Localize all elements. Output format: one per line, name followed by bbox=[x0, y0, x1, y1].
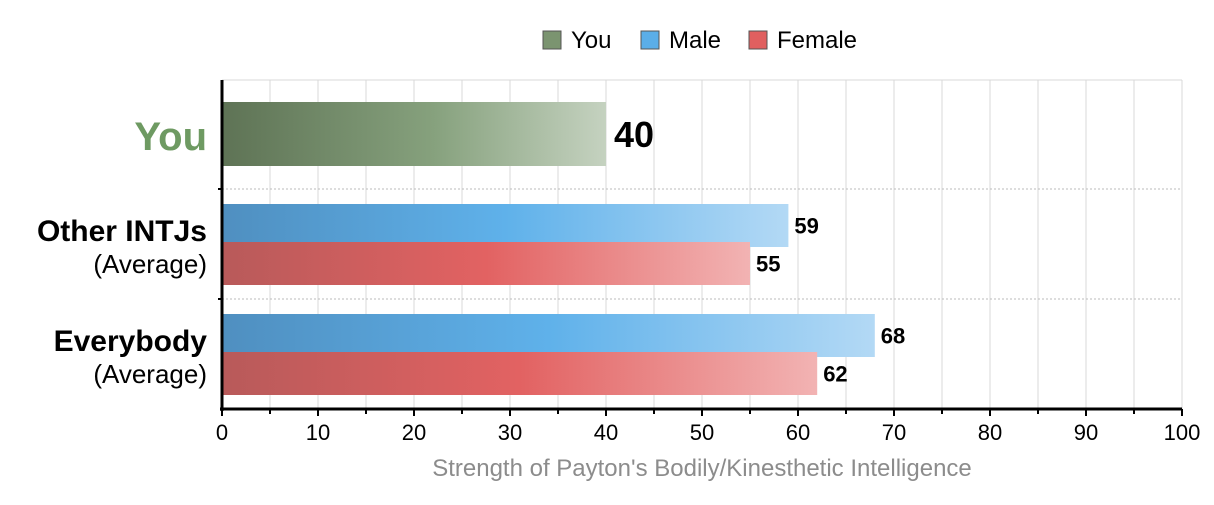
x-tick-label: 30 bbox=[498, 420, 522, 445]
legend-label-female: Female bbox=[777, 27, 857, 54]
x-tick-label: 80 bbox=[978, 420, 1002, 445]
bar-everybody-male bbox=[222, 314, 875, 357]
x-tick-label: 20 bbox=[402, 420, 426, 445]
x-tick-label: 70 bbox=[882, 420, 906, 445]
bar-other-intjs-female bbox=[222, 242, 750, 285]
legend-swatch-male bbox=[640, 30, 660, 50]
axes bbox=[218, 80, 1183, 416]
legend-swatch-female bbox=[748, 30, 768, 50]
category-sublabel: (Average) bbox=[93, 359, 207, 389]
category-label: You bbox=[134, 115, 207, 159]
x-tick-label: 40 bbox=[594, 420, 618, 445]
legend: You Male Female bbox=[542, 27, 857, 54]
x-tick-label: 60 bbox=[786, 420, 810, 445]
bar-value-label: 59 bbox=[794, 214, 818, 239]
bar-everybody-female bbox=[222, 352, 818, 395]
bar-value-labels: 40 59 55 68 62 bbox=[614, 114, 905, 387]
bars bbox=[222, 102, 875, 395]
x-tick-label: 0 bbox=[216, 420, 228, 445]
category-sublabel: (Average) bbox=[93, 249, 207, 279]
bar-you-you bbox=[222, 102, 606, 166]
legend-label-you: You bbox=[571, 27, 612, 54]
x-tick-labels: 0 10 20 30 40 50 60 70 80 90 100 bbox=[216, 420, 1200, 445]
legend-swatch-you bbox=[542, 30, 562, 50]
x-axis-title: Strength of Payton's Bodily/Kinesthetic … bbox=[432, 455, 972, 482]
bar-value-label: 55 bbox=[756, 252, 780, 277]
x-tick-label: 90 bbox=[1074, 420, 1098, 445]
group-separators bbox=[222, 188, 1182, 300]
bar-value-label: 68 bbox=[881, 324, 905, 349]
category-label: Everybody bbox=[54, 325, 208, 358]
category-label: Other INTJs bbox=[37, 215, 207, 248]
x-tick-label: 10 bbox=[306, 420, 330, 445]
bar-value-label: 40 bbox=[614, 114, 654, 155]
x-tick-label: 50 bbox=[690, 420, 714, 445]
bar-value-label: 62 bbox=[823, 362, 847, 387]
legend-label-male: Male bbox=[669, 27, 721, 54]
x-tick-label: 100 bbox=[1164, 420, 1201, 445]
bar-other-intjs-male bbox=[222, 204, 789, 247]
